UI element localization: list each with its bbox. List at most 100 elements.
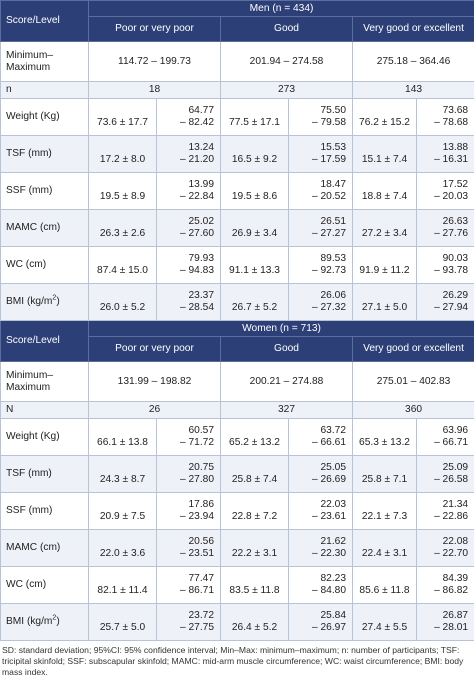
mean-sd-cell: 82.1 ± 11.4	[88, 566, 157, 604]
n-row: N 26 327 360	[0, 401, 474, 419]
ci-cell: 75.50 – 79.58	[288, 98, 353, 136]
cell-text: 91.1 ± 13.3	[229, 265, 280, 276]
cell-text: 20.56 – 23.51	[180, 536, 214, 559]
ci-cell: 25.05 – 26.69	[288, 455, 353, 493]
cell-text: Minimum– Maximum	[6, 369, 53, 393]
cell-text: Poor or very poor	[115, 23, 194, 34]
cell-text: Weight (Kg)	[6, 431, 60, 442]
cell-text: Minimum– Maximum	[6, 49, 53, 73]
row-label-ssf: SSF (mm)	[0, 492, 89, 530]
row-label-tsf: TSF (mm)	[0, 455, 89, 493]
cell-text: 26.63 – 27.76	[434, 216, 469, 239]
cell-text: TSF (mm)	[6, 148, 52, 159]
data-row-bmi: BMI (kg/m2) 26.0 ± 5.2 23.37 – 28.54 26.7 ±…	[0, 283, 474, 321]
cell-text: 65.3 ± 13.2	[359, 437, 410, 448]
data-row-ssf: SSF (mm) 20.9 ± 7.5 17.86 – 23.94 22.8 ± 7.…	[0, 492, 474, 530]
ci-cell: 26.06 – 27.32	[288, 283, 353, 321]
ci-cell: 26.51 – 27.27	[288, 209, 353, 247]
mean-sd-cell: 65.3 ± 13.2	[352, 418, 417, 456]
cell-text: Very good or excellent	[363, 23, 464, 34]
cell-text: 73.68 – 78.68	[434, 105, 469, 128]
cell-text: 25.84 – 26.97	[312, 610, 346, 633]
mean-sd-cell: 27.1 ± 5.0	[352, 283, 417, 321]
n-cell: 360	[351, 401, 474, 419]
cell-text: 13.88 – 16.31	[434, 142, 469, 165]
mean-sd-cell: 26.0 ± 5.2	[88, 283, 157, 321]
ci-cell: 20.75 – 27.80	[156, 455, 221, 493]
ci-cell: 77.47 – 86.71	[156, 566, 221, 604]
results-table: Score/Level Men (n = 434) Poor or very poo…	[0, 0, 474, 641]
cell-text: BMI (kg/m	[6, 616, 53, 627]
cell-text: 22.4 ± 3.1	[361, 548, 408, 559]
mean-sd-cell: 22.2 ± 3.1	[220, 529, 289, 567]
ci-cell: 26.29 – 27.94	[415, 283, 474, 321]
mean-sd-cell: 22.0 ± 3.6	[88, 529, 157, 567]
cell-text: 24.3 ± 8.7	[99, 474, 146, 485]
range-row: Minimum– Maximum 131.99 – 198.82 200.21 – …	[0, 361, 474, 402]
cell-text: 26.06 – 27.32	[312, 290, 346, 313]
cell-text: 15.1 ± 7.4	[361, 154, 408, 165]
cell-text: 275.01 – 402.83	[376, 375, 451, 387]
n-cell: 143	[351, 81, 474, 99]
mean-sd-cell: 85.6 ± 11.8	[352, 566, 417, 604]
ci-cell: 13.88 – 16.31	[415, 135, 474, 173]
cell-text: 27.4 ± 5.5	[361, 622, 408, 633]
cell-text: 63.96 – 66.71	[434, 425, 469, 448]
mean-sd-cell: 73.6 ± 17.7	[88, 98, 157, 136]
mean-sd-cell: 27.4 ± 5.5	[352, 603, 417, 641]
cell-text: 22.08 – 22.70	[434, 536, 469, 559]
cell-text: 26.29 – 27.94	[434, 290, 469, 313]
cell-text: 19.5 ± 8.6	[231, 191, 278, 202]
cell-text: 84.39 – 86.82	[434, 573, 469, 596]
score-level-header: Score/Level	[0, 0, 89, 42]
cell-text: 16.5 ± 9.2	[231, 154, 278, 165]
range-cell: 275.18 – 364.46	[351, 41, 474, 82]
mean-sd-cell: 83.5 ± 11.8	[220, 566, 289, 604]
ci-cell: 90.03 – 93.78	[415, 246, 474, 284]
cell-text: 131.99 – 198.82	[117, 375, 192, 387]
row-label-weight: Weight (Kg)	[0, 418, 89, 456]
cell-text: WC (cm)	[6, 259, 47, 270]
cell-text: 25.8 ± 7.1	[361, 474, 408, 485]
cell-text: 60.57 – 71.72	[180, 425, 214, 448]
cell-text: Very good or excellent	[363, 343, 464, 354]
cell-text: 26.4 ± 5.2	[231, 622, 278, 633]
cell-text: 23.72 – 27.75	[180, 610, 214, 633]
group-header: Very good or excellent	[351, 16, 474, 42]
cell-text: 26.87 – 28.01	[434, 610, 469, 633]
cell-text: 360	[405, 404, 423, 415]
range-row: Minimum– Maximum 114.72 – 199.73 201.94 – …	[0, 41, 474, 82]
n-row: n 18 273 143	[0, 81, 474, 99]
section-title: Women (n = 713)	[87, 320, 474, 337]
cell-text: 25.7 ± 5.0	[99, 622, 146, 633]
range-cell: 200.21 – 274.88	[220, 361, 353, 402]
row-label-bmi: BMI (kg/m2)	[0, 603, 89, 641]
ci-cell: 64.77 – 82.42	[156, 98, 221, 136]
mean-sd-cell: 65.2 ± 13.2	[220, 418, 289, 456]
cell-text: 66.1 ± 13.8	[97, 437, 148, 448]
cell-text: Poor or very poor	[115, 343, 194, 354]
n-cell: 26	[88, 401, 221, 419]
ci-cell: 25.09 – 26.58	[415, 455, 474, 493]
mean-sd-cell: 22.1 ± 7.3	[352, 492, 417, 530]
mean-sd-cell: 26.7 ± 5.2	[220, 283, 289, 321]
cell-text: 91.9 ± 11.2	[359, 265, 410, 276]
cell-text: 82.1 ± 11.4	[97, 585, 148, 596]
cell-text: 89.53 – 92.73	[312, 253, 346, 276]
ci-cell: 22.08 – 22.70	[415, 529, 474, 567]
mean-sd-cell: 18.8 ± 7.4	[352, 172, 417, 210]
row-label-range: Minimum– Maximum	[0, 41, 89, 82]
cell-text: Score/Level	[6, 15, 60, 26]
mean-sd-cell: 77.5 ± 17.1	[220, 98, 289, 136]
ci-cell: 26.87 – 28.01	[415, 603, 474, 641]
mean-sd-cell: 26.9 ± 3.4	[220, 209, 289, 247]
section-title: Men (n = 434)	[87, 0, 474, 17]
cell-text: 25.09 – 26.58	[434, 462, 469, 485]
cell-text: MAMC (cm)	[6, 222, 61, 233]
ci-cell: 84.39 – 86.82	[415, 566, 474, 604]
row-label-tsf: TSF (mm)	[0, 135, 89, 173]
cell-text: 77.47 – 86.71	[180, 573, 214, 596]
cell-text: Good	[274, 23, 299, 34]
ci-cell: 25.02 – 27.60	[156, 209, 221, 247]
group-header: Poor or very poor	[88, 16, 221, 42]
